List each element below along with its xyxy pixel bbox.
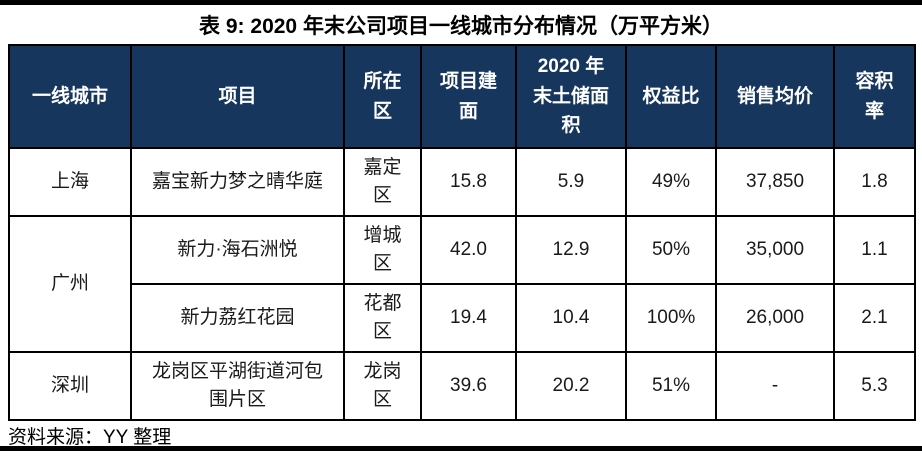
- table-row-shanghai: 上海 嘉宝新力梦之晴华庭 嘉定区 15.8 5.9 49% 37,850 1.8: [8, 147, 916, 217]
- cell-gfa: 39.6: [420, 351, 517, 421]
- cell-project: 嘉宝新力梦之晴华庭: [130, 147, 345, 217]
- col-header-city-label: 一线城市: [31, 85, 108, 107]
- cell-landbank: 20.2: [515, 351, 627, 421]
- col-header-district: 所在区: [343, 44, 422, 149]
- col-header-gfa-label: 项目建面: [439, 71, 497, 122]
- col-header-asp: 销售均价: [715, 44, 835, 149]
- col-header-plot-ratio-label: 容积率: [855, 71, 894, 122]
- cell-district-text: 龙岗区: [363, 360, 402, 411]
- table-header: 一线城市 项目 所在区 项目建面 2020 年末土储面积 权益比 销售均价 容积…: [8, 44, 916, 149]
- city-projects-table: 一线城市 项目 所在区 项目建面 2020 年末土储面积 权益比 销售均价 容积…: [8, 44, 916, 421]
- cell-district: 增城区: [343, 215, 422, 285]
- cell-project: 龙岗区平湖街道河包围片区: [130, 351, 345, 421]
- cell-project: 新力荔红花园: [130, 283, 345, 353]
- cell-district-text: 花都区: [363, 292, 402, 343]
- cell-city: 深圳: [8, 351, 132, 421]
- cell-equity: 51%: [625, 351, 717, 421]
- header-row: 一线城市 项目 所在区 项目建面 2020 年末土储面积 权益比 销售均价 容积…: [8, 44, 916, 149]
- cell-landbank: 10.4: [515, 283, 627, 353]
- col-header-city: 一线城市: [8, 44, 132, 149]
- cell-plot-ratio: 1.8: [833, 147, 916, 217]
- cell-landbank: 12.9: [515, 215, 627, 285]
- cell-asp: 37,850: [715, 147, 835, 217]
- cell-equity: 100%: [625, 283, 717, 353]
- cell-plot-ratio: 5.3: [833, 351, 916, 421]
- cell-gfa: 42.0: [420, 215, 517, 285]
- cell-asp: 26,000: [715, 283, 835, 353]
- source-note: 资料来源：YY 整理: [8, 427, 172, 448]
- cell-district-text: 增城区: [363, 224, 402, 275]
- col-header-gfa: 项目建面: [420, 44, 517, 149]
- table-title: 表 9: 2020 年末公司项目一线城市分布情况（万平方米）: [199, 15, 723, 38]
- table-body: 上海 嘉宝新力梦之晴华庭 嘉定区 15.8 5.9 49% 37,850 1.8…: [8, 147, 916, 421]
- col-header-landbank-label: 2020 年末土储面积: [532, 56, 609, 137]
- cell-landbank: 5.9: [515, 147, 627, 217]
- cell-gfa: 15.8: [420, 147, 517, 217]
- table-row-guangzhou-1: 广州 新力·海石洲悦 增城区 42.0 12.9 50% 35,000 1.1: [8, 215, 916, 353]
- cell-district: 嘉定区: [343, 147, 422, 217]
- cell-asp: -: [715, 351, 835, 421]
- col-header-equity: 权益比: [625, 44, 717, 149]
- col-header-district-label: 所在区: [363, 71, 402, 122]
- col-header-plot-ratio: 容积率: [833, 44, 916, 149]
- col-header-project: 项目: [130, 44, 345, 149]
- cell-equity: 49%: [625, 147, 717, 217]
- cell-equity: 50%: [625, 215, 717, 285]
- bottom-rule: [0, 446, 922, 451]
- cell-gfa: 19.4: [420, 283, 517, 353]
- cell-city: 上海: [8, 147, 132, 217]
- cell-plot-ratio: 2.1: [833, 283, 916, 353]
- cell-project-text: 龙岗区平湖街道河包围片区: [151, 360, 323, 411]
- cell-city-merged: 广州: [8, 215, 132, 353]
- col-header-asp-label: 销售均价: [736, 85, 813, 107]
- col-header-equity-label: 权益比: [642, 85, 700, 107]
- cell-plot-ratio: 1.1: [833, 215, 916, 285]
- col-header-landbank: 2020 年末土储面积: [515, 44, 627, 149]
- cell-district-text: 嘉定区: [363, 156, 402, 207]
- cell-project: 新力·海石洲悦: [130, 215, 345, 285]
- cell-district: 龙岗区: [343, 351, 422, 421]
- col-header-project-label: 项目: [218, 85, 257, 107]
- table-row-shenzhen: 深圳 龙岗区平湖街道河包围片区 龙岗区 39.6 20.2 51% - 5.3: [8, 351, 916, 421]
- cell-district: 花都区: [343, 283, 422, 353]
- top-rule: [0, 0, 922, 5]
- table-row-guangzhou-2: 新力荔红花园 花都区 19.4 10.4 100% 26,000 2.1: [9, 283, 916, 353]
- cell-asp: 35,000: [715, 215, 835, 285]
